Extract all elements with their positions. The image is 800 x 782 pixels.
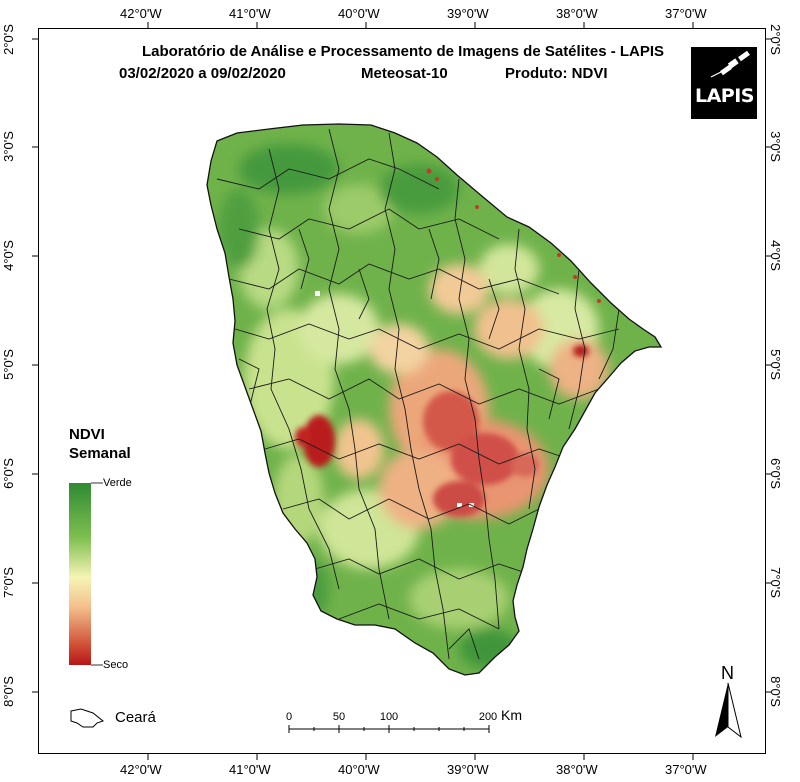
legend-leaders [91, 482, 103, 666]
lon-label: 38°0'W [556, 762, 598, 777]
lon-label: 39°0'W [447, 762, 489, 777]
lon-label: 42°0'W [120, 762, 162, 777]
scale-tick-label: 200 [478, 711, 498, 723]
legend-title: NDVI Semanal [69, 425, 131, 463]
satellite-label: Meteosat-10 [361, 65, 448, 82]
lon-label: 40°0'W [338, 6, 380, 21]
satellite-icon [710, 50, 750, 78]
scale-tick-label: 50 [332, 711, 346, 723]
lon-label: 37°0'W [665, 6, 707, 21]
ndvi-map [206, 123, 663, 676]
north-label: N [721, 663, 734, 683]
period-label: 03/02/2020 a 09/02/2020 [119, 65, 286, 82]
map-title: Laboratório de Análise e Processamento d… [141, 43, 665, 60]
lon-label: 41°0'W [229, 762, 271, 777]
scale-tick-label: 100 [379, 711, 399, 723]
lon-label: 39°0'W [447, 6, 489, 21]
map-frame: Laboratório de Análise e Processamento d… [38, 28, 766, 754]
lon-label: 40°0'W [338, 762, 380, 777]
ceara-outline-icon [70, 708, 105, 728]
lapis-logo: LAPIS [691, 47, 757, 119]
scale-unit: Km [501, 707, 522, 723]
region-label: Ceará [115, 709, 156, 726]
legend-low-label: Seco [103, 659, 129, 671]
logo-text: LAPIS [695, 85, 755, 107]
lon-label: 42°0'W [120, 6, 162, 21]
scale-tick-label: 0 [285, 711, 293, 723]
ndvi-color-ramp [69, 483, 91, 665]
scale-bar [288, 725, 490, 733]
legend-title-line2: Semanal [69, 445, 131, 462]
north-arrow-icon [715, 682, 742, 739]
lon-label: 37°0'W [665, 762, 707, 777]
product-label: Produto: NDVI [505, 65, 608, 82]
lon-label: 38°0'W [556, 6, 598, 21]
legend-high-label: Verde [103, 477, 132, 489]
lon-label: 41°0'W [229, 6, 271, 21]
legend-title-line1: NDVI [69, 426, 105, 443]
